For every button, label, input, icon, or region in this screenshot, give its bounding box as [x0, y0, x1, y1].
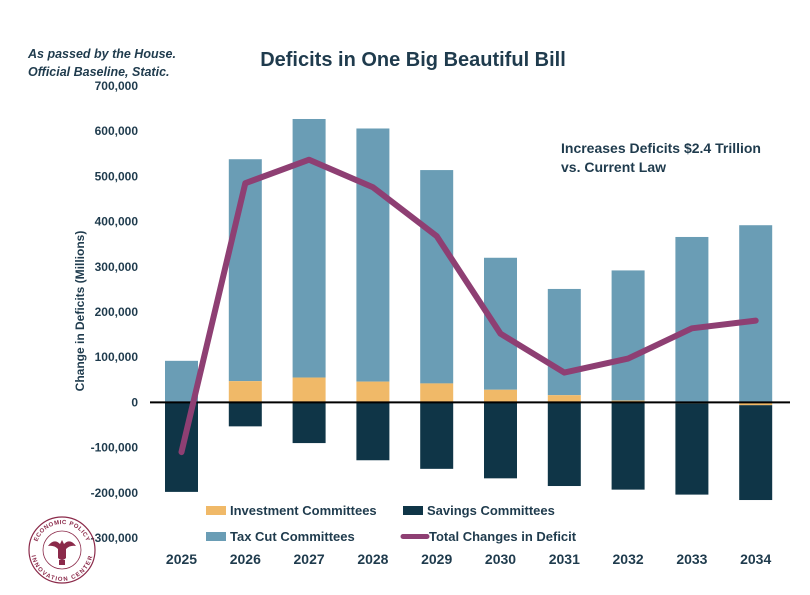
legend-label: Investment Committees: [230, 503, 377, 518]
x-tick-label-2031: 2031: [549, 551, 580, 567]
bar-investment-committees-2026: [228, 381, 262, 403]
bar-investment-committees-2031: [547, 395, 581, 403]
x-tick-label-2028: 2028: [357, 551, 388, 567]
legend-swatch-savings-committees: [403, 506, 423, 515]
annotation-line-1: Increases Deficits $2.4 Trillion: [561, 140, 761, 156]
annotation-line-2: vs. Current Law: [561, 159, 666, 175]
y-tick-label: 200,000: [95, 305, 139, 319]
x-tick-label-2034: 2034: [740, 551, 771, 567]
y-axis-ticks: 700,000 600,000 500,000 400,000 300,000 200,0…: [91, 79, 139, 545]
bar-tax-cut-committees-2028: [356, 128, 390, 382]
y-tick-label: -200,000: [91, 486, 139, 500]
bar-tax-cut-committees-2029: [420, 170, 454, 384]
bar-investment-committees-2027: [292, 377, 326, 403]
legend-label: Savings Committees: [427, 503, 555, 518]
bar-tax-cut-committees-2026: [228, 159, 262, 382]
bar-savings-committees-2026: [228, 402, 262, 427]
y-tick-label: 700,000: [95, 79, 139, 93]
y-tick-label: 600,000: [95, 124, 139, 138]
bar-savings-committees-2027: [292, 402, 326, 444]
x-tick-label-2029: 2029: [421, 551, 452, 567]
y-tick-label: 500,000: [95, 169, 139, 183]
x-tick-label-2030: 2030: [485, 551, 516, 567]
y-tick-label: -100,000: [91, 441, 139, 455]
x-tick-label-2025: 2025: [166, 551, 197, 567]
bar-tax-cut-committees-2032: [611, 270, 645, 401]
legend-swatch-tax-cut-committees: [206, 532, 226, 541]
total-line-series: [178, 156, 759, 456]
bar-savings-committees-2030: [484, 402, 517, 479]
y-tick-label: 0: [131, 395, 138, 409]
legend-swatch-investment-committees: [206, 506, 226, 515]
legend-label: Total Changes in Deficit: [429, 529, 577, 544]
bar-savings-committees-2034: [739, 405, 773, 501]
bar-savings-committees-2029: [420, 402, 454, 469]
y-tick-label: 100,000: [95, 350, 139, 364]
economic-policy-innovation-center-logo: ECONOMIC POLICY INNOVATION CENTER: [28, 516, 96, 584]
subtitle-line-2: Official Baseline, Static.: [28, 65, 170, 79]
y-tick-label: 300,000: [95, 260, 139, 274]
line-total-changes-in-deficit: [178, 156, 759, 456]
x-axis-ticks: 2025 2026 2027 2028 2029 2030 2031 2032 2033 2034: [166, 551, 772, 567]
y-axis-label: Change in Deficits (Millions): [73, 231, 87, 392]
legend-label: Tax Cut Committees: [230, 529, 355, 544]
bar-tax-cut-committees-2030: [484, 257, 517, 390]
bar-investment-committees-2028: [356, 381, 390, 403]
x-tick-label-2026: 2026: [230, 551, 261, 567]
bar-investment-committees-2030: [484, 389, 517, 403]
bar-savings-committees-2028: [356, 402, 390, 461]
legend: Investment Committees Savings Committees T…: [206, 503, 577, 544]
x-tick-label-2033: 2033: [676, 551, 707, 567]
bar-tax-cut-committees-2033: [675, 236, 709, 403]
bar-tax-cut-committees-2034: [739, 225, 773, 403]
eagle-icon: [48, 540, 76, 565]
subtitle-line-1: As passed by the House.: [27, 47, 176, 61]
chart-title: Deficits in One Big Beautiful Bill: [260, 49, 566, 71]
x-tick-label-2032: 2032: [613, 551, 644, 567]
y-tick-label: -300,000: [91, 531, 139, 545]
bar-savings-committees-2033: [675, 403, 709, 495]
y-tick-label: 400,000: [95, 215, 139, 229]
bar-savings-committees-2032: [611, 402, 645, 490]
bar-investment-committees-2034: [739, 402, 773, 406]
x-tick-label-2027: 2027: [294, 551, 325, 567]
bar-savings-committees-2031: [547, 402, 581, 487]
bar-tax-cut-committees-2031: [547, 288, 581, 396]
bar-investment-committees-2029: [420, 383, 454, 403]
